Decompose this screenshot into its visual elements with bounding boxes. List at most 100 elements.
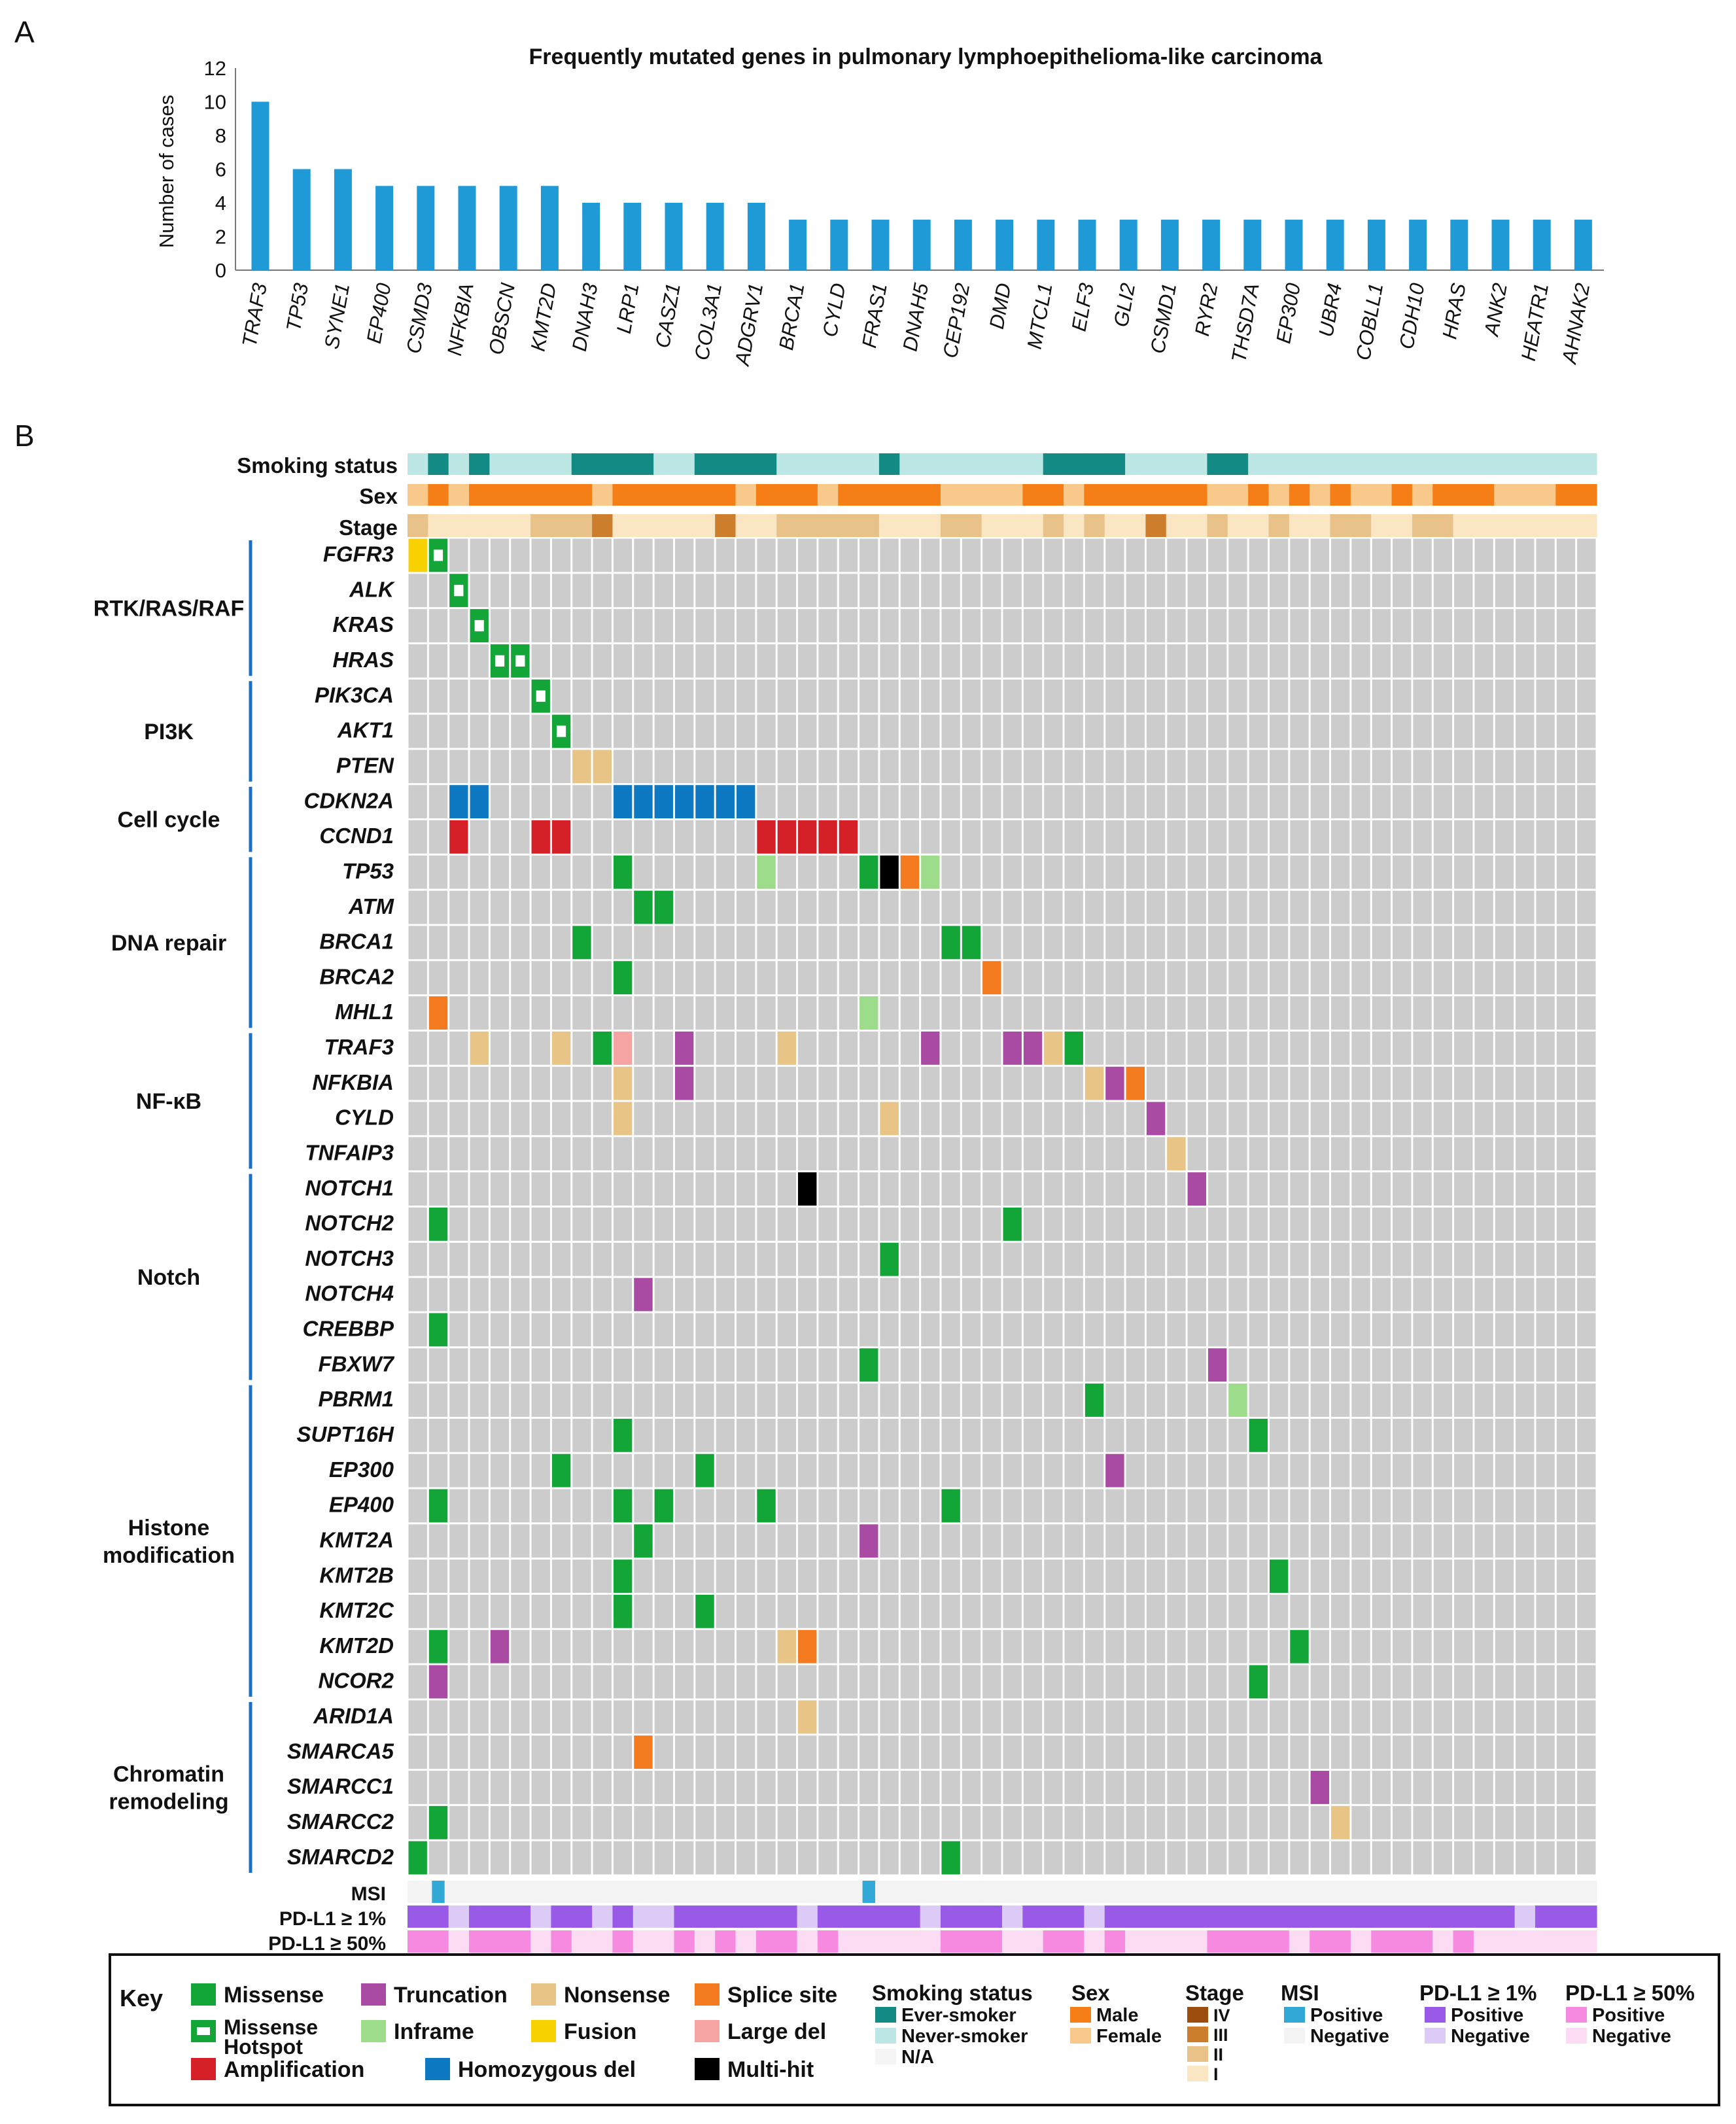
empty-cell [1372, 644, 1391, 678]
empty-cell [1495, 1665, 1514, 1699]
x-tick-label: DNAH5 [898, 281, 933, 353]
empty-cell [1269, 1172, 1289, 1206]
annotation-cell [428, 453, 449, 475]
empty-cell [982, 1348, 1001, 1382]
empty-cell [470, 644, 489, 678]
empty-cell [1331, 644, 1350, 678]
alteration-amplification [757, 820, 776, 854]
empty-cell [470, 1841, 489, 1875]
empty-cell [428, 750, 448, 784]
empty-cell [716, 714, 735, 748]
footer-cell [1125, 1881, 1147, 1903]
empty-cell [449, 1137, 468, 1171]
footer-cell [674, 1881, 695, 1903]
annotation-cell [1064, 484, 1085, 506]
key-section-title: PD-L1 ≥ 1% [1419, 1981, 1537, 2005]
gene-label: SMARCC1 [287, 1774, 394, 1798]
empty-cell [818, 1454, 837, 1488]
empty-cell [1433, 1137, 1453, 1171]
y-tick-label: 12 [204, 57, 226, 80]
annotation-cell [1125, 514, 1147, 537]
empty-cell [1228, 926, 1247, 960]
empty-cell [674, 1278, 694, 1312]
empty-cell [1167, 996, 1186, 1030]
empty-cell [428, 1771, 448, 1804]
empty-cell [470, 1489, 489, 1523]
empty-cell [1044, 1278, 1063, 1312]
empty-cell [941, 1665, 960, 1699]
empty-cell [941, 1208, 960, 1241]
empty-cell [737, 1735, 755, 1769]
alteration-missense [551, 1454, 571, 1488]
empty-cell [1372, 1348, 1391, 1382]
empty-cell [449, 644, 468, 678]
empty-cell [757, 1172, 776, 1206]
empty-cell [1474, 996, 1493, 1030]
empty-cell [982, 644, 1001, 678]
empty-cell [1331, 1384, 1350, 1417]
empty-cell [716, 1629, 735, 1663]
annotation-cell [1535, 514, 1556, 537]
empty-cell [1044, 1559, 1063, 1593]
empty-cell [449, 855, 468, 889]
empty-cell [839, 1384, 858, 1417]
empty-cell [654, 1418, 673, 1452]
annotation-cell [571, 453, 593, 475]
empty-cell [839, 926, 858, 960]
alteration-amplification [839, 820, 858, 854]
empty-cell [921, 1841, 940, 1875]
empty-cell [1003, 1629, 1022, 1663]
empty-cell [511, 1629, 530, 1663]
footer-cell [817, 1881, 839, 1903]
annotation-cell [1064, 453, 1085, 475]
empty-cell [962, 1278, 981, 1312]
empty-cell [1577, 1700, 1596, 1734]
bar-cyld [830, 219, 848, 270]
empty-cell [962, 996, 981, 1030]
alteration-nonsense [1167, 1137, 1186, 1171]
footer-cell [1248, 1906, 1270, 1928]
empty-cell [777, 1278, 797, 1312]
empty-cell [1003, 1805, 1022, 1839]
y-tick-label: 4 [215, 192, 226, 215]
empty-cell [1105, 1242, 1124, 1276]
empty-cell [1228, 996, 1247, 1030]
alteration-homozygous_del [449, 785, 468, 819]
footer-cell [1371, 1930, 1393, 1953]
empty-cell [737, 574, 755, 608]
annotation-cell [1330, 484, 1351, 506]
empty-cell [1495, 574, 1514, 608]
empty-cell [880, 1735, 899, 1769]
empty-cell [1516, 1559, 1535, 1593]
empty-cell [1454, 1348, 1473, 1382]
empty-cell [1269, 1313, 1289, 1347]
annotation-cell [1207, 484, 1228, 506]
footer-cell [1166, 1881, 1187, 1903]
empty-cell [1228, 1665, 1247, 1699]
empty-cell [1023, 961, 1043, 995]
empty-cell [839, 890, 858, 924]
empty-cell [449, 1242, 468, 1276]
empty-cell [1064, 1384, 1083, 1417]
empty-cell [1146, 820, 1166, 854]
empty-cell [408, 1418, 427, 1452]
footer-cell [1207, 1930, 1228, 1953]
empty-cell [1105, 1594, 1124, 1628]
empty-cell [593, 1594, 612, 1628]
empty-cell [962, 1313, 981, 1347]
empty-cell [757, 538, 776, 572]
empty-cell [1516, 644, 1535, 678]
empty-cell [1393, 714, 1412, 748]
empty-cell [1393, 1665, 1412, 1699]
empty-cell [1577, 1559, 1596, 1593]
footer-cell [1494, 1930, 1516, 1953]
empty-cell [1331, 1313, 1350, 1347]
empty-cell [1146, 714, 1166, 748]
empty-cell [1413, 1418, 1432, 1452]
empty-cell [1290, 609, 1309, 642]
alteration-missense [859, 1348, 878, 1382]
empty-cell [1044, 750, 1063, 784]
empty-cell [449, 1102, 468, 1136]
empty-cell [511, 1066, 530, 1100]
empty-cell [1433, 996, 1453, 1030]
